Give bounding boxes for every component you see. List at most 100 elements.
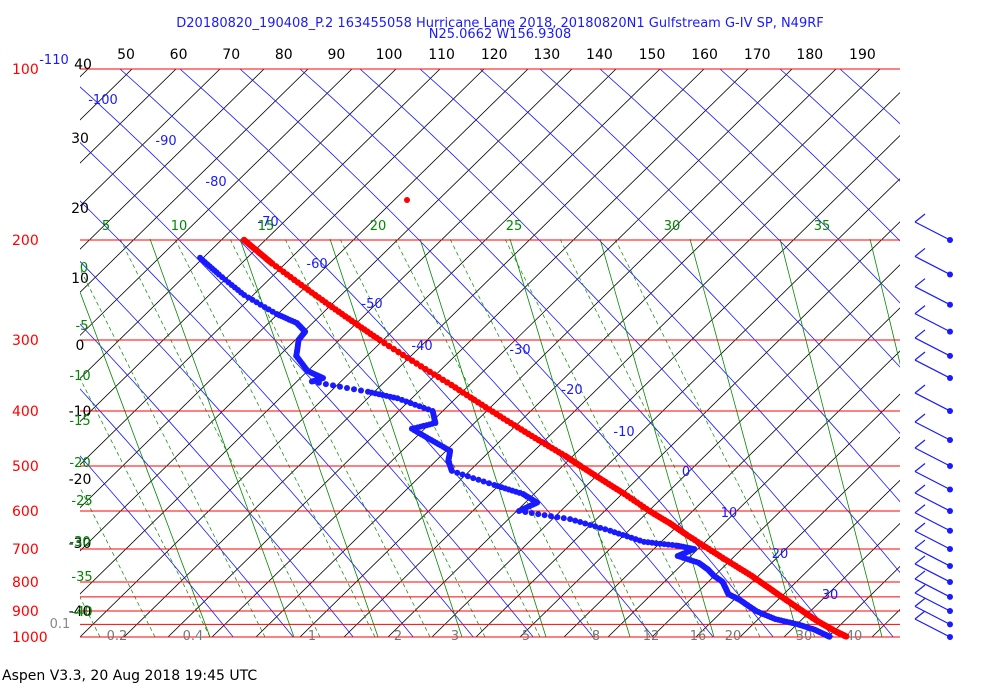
dry-adiabat xyxy=(80,388,294,638)
wind-barb-flag xyxy=(914,305,926,315)
moist-adiabat xyxy=(689,238,799,638)
mixing-ratio-line xyxy=(614,238,816,638)
dewpoint-profile-point xyxy=(597,524,604,531)
dewpoint-profile-point xyxy=(358,387,364,394)
wind-barb-shaft xyxy=(914,530,951,550)
isotherm-line xyxy=(916,69,1000,637)
temperature-profile-point xyxy=(376,336,383,344)
chart-subtitle: N25.0662 W156.9308 xyxy=(428,27,572,42)
dry-adiabat xyxy=(80,323,354,638)
isotherm-line xyxy=(80,69,661,638)
dry-adiabat xyxy=(960,69,1000,637)
dry-adiabat xyxy=(179,69,714,638)
dry-adiabat-label: 10 xyxy=(721,506,738,521)
wind-barb xyxy=(914,504,953,534)
top-tick-label: 70 xyxy=(222,47,240,63)
top-tick-label: 180 xyxy=(796,47,823,63)
mixing-ratio-label: 16 xyxy=(690,629,707,644)
dry-adiabat-label: 0 xyxy=(682,465,690,480)
footer-version: Aspen V3.3, 20 Aug 2018 19:45 UTC xyxy=(2,668,258,684)
wind-barb xyxy=(914,305,953,335)
mixing-ratio-line xyxy=(284,238,486,638)
wind-barb xyxy=(914,213,953,243)
dewpoint-profile-point xyxy=(344,385,350,391)
wind-barb xyxy=(914,584,953,615)
dry-adiabat-label: -60 xyxy=(306,257,327,272)
wind-barb-flag xyxy=(914,597,926,607)
temperature-profile-point xyxy=(385,342,393,350)
wind-barb xyxy=(914,555,953,585)
wind-barb-flag xyxy=(914,247,926,257)
wind-barb xyxy=(914,247,953,278)
dry-adiabat xyxy=(719,69,900,242)
temperature-profile-point xyxy=(843,633,850,640)
dry-adiabat-label: -50 xyxy=(361,297,382,312)
dry-adiabat-label: -20 xyxy=(561,383,582,398)
top-tick-label: 110 xyxy=(428,47,455,63)
dewpoint-profile-point xyxy=(315,379,322,386)
dry-adiabat xyxy=(539,69,900,434)
left-temp-label: -30 xyxy=(69,536,92,552)
isotherm-line xyxy=(80,69,441,423)
wind-barb-flag xyxy=(914,413,926,423)
wind-barb-shaft xyxy=(914,313,951,333)
isotherm-line xyxy=(431,178,900,638)
dewpoint-profile-point xyxy=(587,522,594,528)
top-tick-label: 160 xyxy=(691,47,718,63)
dewpoint-profile-point xyxy=(459,471,466,478)
top-tick-label: 150 xyxy=(639,47,666,63)
top-tick-label: 100 xyxy=(376,47,403,63)
moist-adiabat xyxy=(599,238,715,638)
isotherm-line xyxy=(739,479,900,638)
dry-adiabat xyxy=(299,69,834,638)
wind-barb-flag xyxy=(914,504,926,514)
dry-adiabat-label: -100 xyxy=(88,93,118,108)
top-tick-label: 120 xyxy=(481,47,508,63)
isotherm-line xyxy=(871,609,900,638)
dry-adiabat-label: -90 xyxy=(155,134,176,149)
dry-adiabat xyxy=(80,455,234,638)
top-tick-label: 190 xyxy=(849,47,876,63)
mixing-ratio-line xyxy=(559,238,761,638)
wind-barb xyxy=(914,522,953,553)
dewpoint-profile-point xyxy=(560,515,567,522)
wind-barb-flag xyxy=(914,522,926,532)
wind-barb-shaft xyxy=(914,512,951,532)
dewpoint-profile-point xyxy=(535,511,542,518)
wind-barb-flag xyxy=(914,484,926,494)
wind-barb-shaft xyxy=(914,592,951,612)
isotherm-line xyxy=(387,135,900,638)
isotherm-line xyxy=(211,69,793,638)
green-axis-label: -30 xyxy=(69,535,90,550)
left-temp-label: 0 xyxy=(76,338,85,354)
moist-adiabat xyxy=(329,238,463,638)
green-axis-label: -35 xyxy=(71,570,92,585)
dewpoint-profile-point xyxy=(577,519,584,525)
pressure-tick-label: 700 xyxy=(12,542,39,558)
moist-adiabat xyxy=(239,238,379,638)
moist-adiabat-label: 20 xyxy=(370,219,387,234)
left-temp-label: 10 xyxy=(71,271,89,287)
mixing-ratio-label: 3 xyxy=(451,629,459,644)
isotherm-line xyxy=(475,221,900,638)
wind-barb-shaft xyxy=(914,421,951,441)
dry-adiabat xyxy=(839,69,900,125)
wind-barb-flag xyxy=(914,463,926,472)
top-tick-label: 90 xyxy=(327,47,345,63)
wind-barb xyxy=(914,539,953,570)
wind-barb xyxy=(914,484,953,514)
top-tick-label: 60 xyxy=(170,47,188,63)
isotherm-line xyxy=(80,69,485,466)
wind-barb xyxy=(914,463,953,493)
left-temp-label: 40 xyxy=(74,57,92,73)
dewpoint-profile-point xyxy=(826,633,833,640)
isotherm-line xyxy=(299,69,881,638)
dry-adiabat xyxy=(119,69,654,638)
wind-barb xyxy=(914,439,953,470)
dry-adiabat-label: 20 xyxy=(772,547,789,562)
temperature-profile-point xyxy=(395,348,402,356)
isotherm-line xyxy=(80,69,529,509)
dry-adiabat xyxy=(80,86,594,638)
wind-barb-shaft xyxy=(914,447,951,467)
isotherm-line xyxy=(783,522,900,638)
